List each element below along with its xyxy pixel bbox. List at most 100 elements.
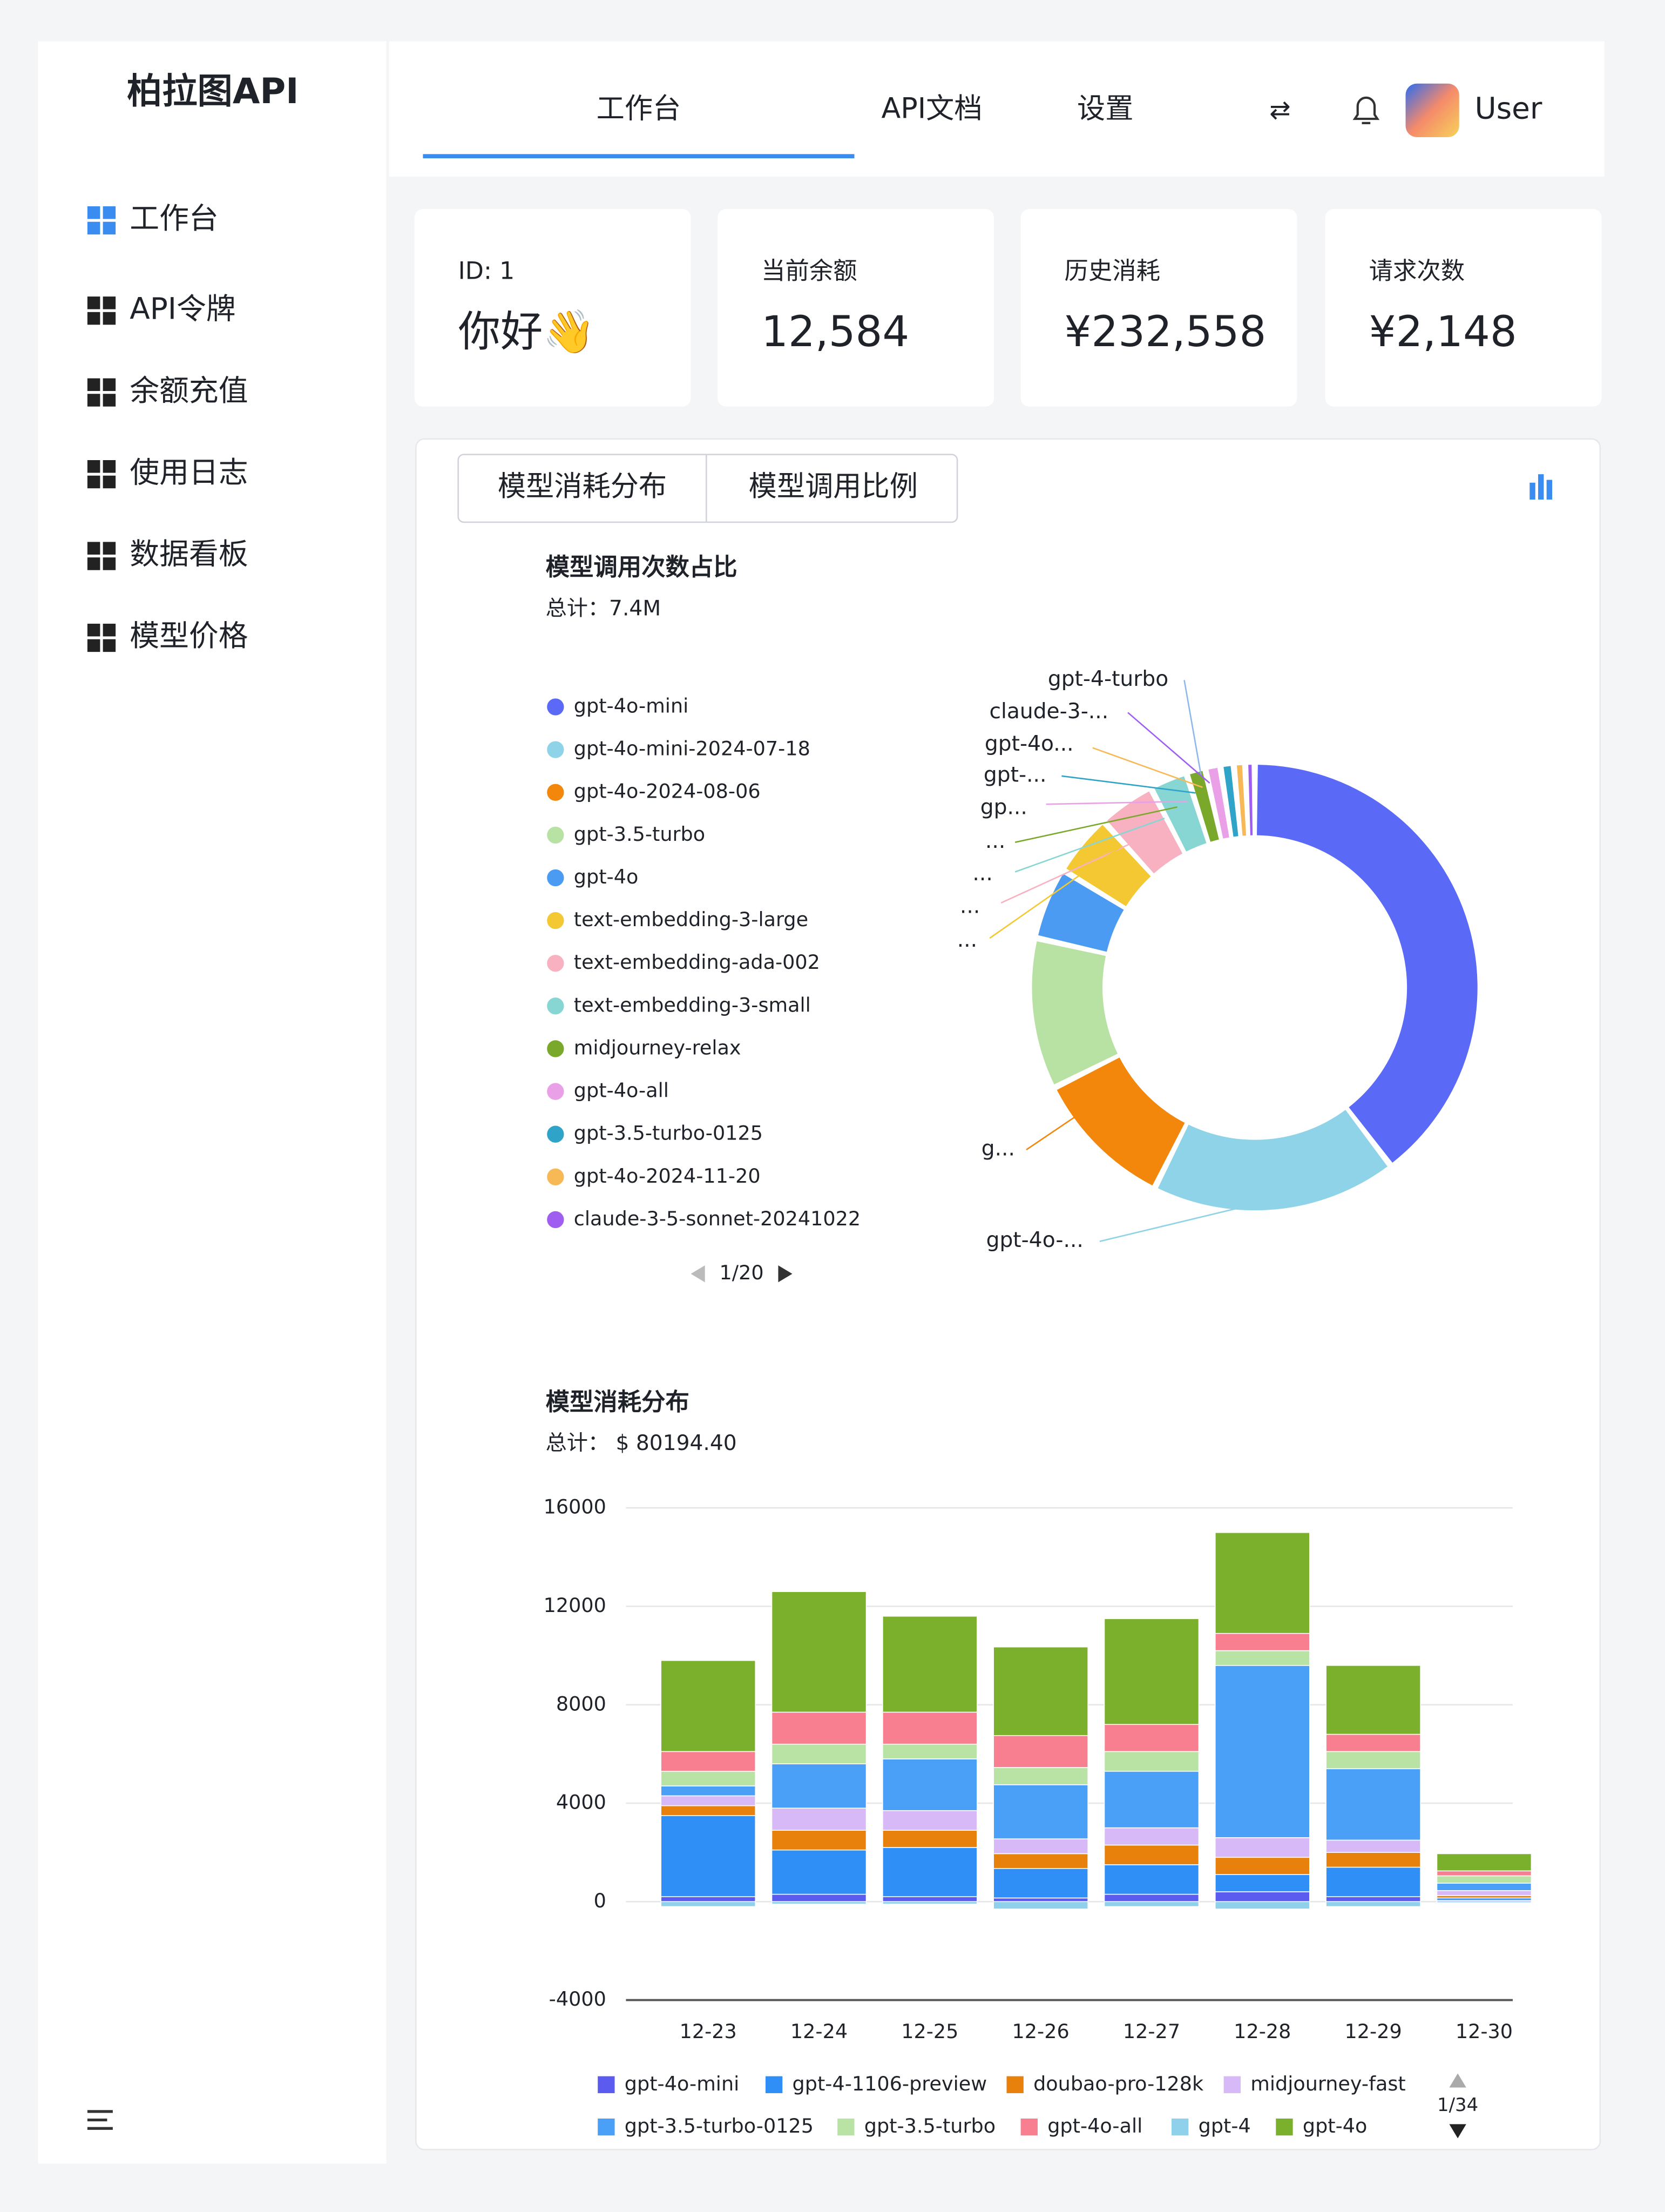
pie-slice	[1154, 776, 1207, 852]
bar-segment	[1325, 1751, 1421, 1770]
bar-segment	[1104, 1893, 1200, 1903]
legend-swatch	[547, 698, 564, 716]
menu-icon	[87, 623, 100, 637]
menu-item[interactable]: 使用日志	[130, 455, 248, 489]
avatar[interactable]	[1405, 83, 1459, 138]
translate-icon[interactable]: ⇄	[1269, 96, 1290, 125]
chart-icon[interactable]	[1529, 474, 1553, 500]
bar-segment	[660, 1795, 756, 1806]
bar-segment	[660, 1805, 756, 1816]
bar-segment	[1325, 1896, 1421, 1903]
pie-slice	[1158, 1110, 1388, 1211]
card-value: 12,584	[761, 307, 909, 356]
bar-segment	[771, 1808, 867, 1831]
menu-icon	[87, 296, 100, 309]
menu-item[interactable]: 余额充值	[130, 373, 248, 408]
x-tick-label: 12-30	[1456, 2020, 1513, 2043]
legend-label[interactable]: gpt-4o-mini-2024-07-18	[574, 737, 810, 760]
legend-label[interactable]: gpt-3.5-turbo	[574, 822, 705, 846]
bar-segment	[660, 1771, 756, 1786]
chart-title: 模型调用次数占比	[546, 554, 737, 581]
user-name[interactable]: User	[1474, 91, 1542, 126]
legend-page: 1/34	[1437, 2094, 1478, 2116]
sidebar	[38, 41, 387, 2164]
x-tick-label: 12-25	[901, 2020, 958, 2043]
legend-label[interactable]: gpt-4o-mini	[574, 694, 688, 717]
legend-label[interactable]: claude-3-5-sonnet-20241022	[574, 1207, 861, 1230]
bar-segment	[1104, 1771, 1200, 1829]
menu-icon	[87, 312, 100, 325]
menu-item[interactable]: 工作台	[130, 201, 218, 235]
card-label: ID: 1	[458, 258, 515, 285]
legend-swatch	[1223, 2076, 1241, 2093]
x-tick-label: 12-24	[790, 2020, 848, 2043]
legend-label[interactable]: text-embedding-3-small	[574, 993, 811, 1016]
bell-icon[interactable]	[1352, 96, 1380, 124]
legend-label[interactable]: gpt-4o-all	[1047, 2114, 1142, 2137]
nav-item[interactable]: 工作台	[597, 92, 681, 125]
legend-swatch	[547, 784, 564, 801]
card-value: ¥232,558	[1065, 307, 1267, 356]
pie-slice	[1057, 1057, 1185, 1186]
menu-icon	[87, 475, 100, 489]
legend-swatch	[547, 912, 564, 929]
bar-segment	[660, 1660, 756, 1752]
legend-label[interactable]: gpt-4o	[574, 865, 639, 888]
legend-label[interactable]: text-embedding-ada-002	[574, 950, 820, 974]
legend-label[interactable]: gpt-4o	[1303, 2114, 1368, 2137]
bar-segment	[1325, 1839, 1421, 1853]
legend-swatch	[547, 955, 564, 972]
bar-segment	[1215, 1665, 1310, 1838]
bar-segment	[660, 1896, 756, 1903]
legend-label[interactable]: gpt-3.5-turbo	[864, 2114, 996, 2137]
legend-label[interactable]: gpt-4o-mini	[625, 2072, 739, 2095]
legend-label[interactable]: gpt-4o-2024-11-20	[574, 1164, 761, 1188]
slice-label: ...	[960, 894, 980, 918]
pie-slice	[1107, 791, 1183, 874]
legend-label[interactable]: gpt-4-1106-preview	[793, 2072, 987, 2095]
pager-prev[interactable]	[1449, 2073, 1466, 2088]
legend-label[interactable]: text-embedding-3-large	[574, 908, 808, 931]
pie-slice	[1223, 766, 1238, 837]
chart-title: 模型消耗分布	[546, 1388, 689, 1416]
legend-label[interactable]: midjourney-relax	[574, 1036, 741, 1059]
legend-label[interactable]: midjourney-fast	[1250, 2072, 1405, 2095]
menu-item[interactable]: 模型价格	[130, 618, 248, 653]
menu-item[interactable]: API令牌	[130, 291, 235, 326]
x-tick-label: 12-23	[680, 2020, 737, 2043]
legend-label[interactable]: gpt-4o-2024-08-06	[574, 780, 761, 803]
pager-next[interactable]	[778, 1265, 793, 1283]
bar-segment	[993, 1853, 1088, 1869]
legend-swatch	[547, 1040, 564, 1057]
collapse-icon[interactable]	[87, 2110, 113, 2130]
bar-segment	[1104, 1864, 1200, 1895]
menu-icon	[103, 296, 116, 309]
icon-part	[1538, 474, 1544, 500]
tab[interactable]: 模型消耗分布	[498, 470, 667, 503]
menu-item[interactable]: 数据看板	[130, 537, 248, 571]
legend-swatch	[547, 1125, 564, 1143]
menu-icon	[103, 475, 116, 489]
legend-label[interactable]: gpt-4	[1199, 2114, 1251, 2137]
y-tick-label: 16000	[544, 1495, 606, 1519]
legend-label[interactable]: gpt-4o-all	[574, 1079, 669, 1102]
nav-item[interactable]: 设置	[1077, 92, 1133, 125]
label-leader	[1026, 1114, 1079, 1151]
bar-segment	[771, 1901, 867, 1905]
pager-next[interactable]	[1449, 2124, 1466, 2139]
legend-label[interactable]: doubao-pro-128k	[1033, 2072, 1204, 2095]
tab[interactable]: 模型调用比例	[749, 470, 918, 503]
y-tick-label: -4000	[549, 1987, 606, 2011]
legend-label[interactable]: gpt-3.5-turbo-0125	[574, 1122, 763, 1145]
label-leader	[1000, 834, 1149, 904]
legend-swatch	[547, 997, 564, 1015]
legend-swatch	[765, 2076, 783, 2093]
pager-prev[interactable]	[691, 1265, 705, 1283]
menu-icon	[87, 206, 100, 219]
label-leader	[1014, 818, 1165, 873]
card-value: 你好👋	[458, 307, 595, 357]
menu-icon	[103, 312, 116, 325]
legend-label[interactable]: gpt-3.5-turbo-0125	[625, 2114, 814, 2137]
nav-item[interactable]: API文档	[882, 92, 983, 125]
icon-part	[1529, 482, 1535, 500]
